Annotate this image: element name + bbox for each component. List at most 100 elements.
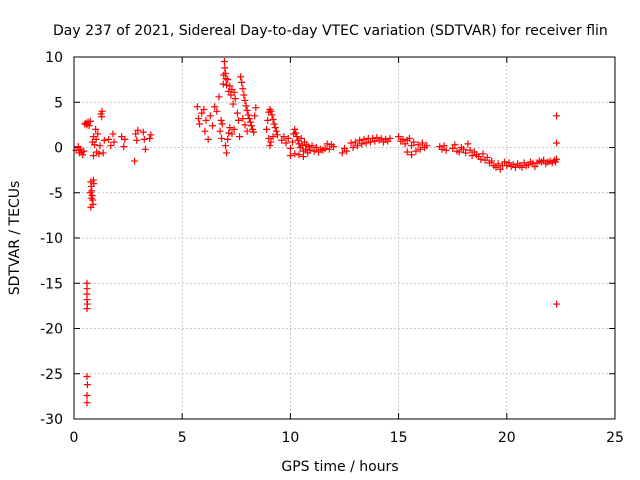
data-point (220, 58, 228, 66)
data-point (423, 142, 431, 150)
data-point (401, 140, 409, 148)
data-point (218, 134, 226, 142)
data-point (284, 134, 292, 142)
y-axis-label: SDTVAR / TECUs (7, 181, 23, 296)
data-point (91, 141, 99, 149)
data-point (95, 150, 103, 158)
data-point (229, 100, 237, 108)
data-point (86, 117, 94, 125)
data-point (246, 118, 254, 126)
data-point (223, 149, 231, 157)
data-point (83, 372, 91, 380)
data-point (496, 165, 504, 173)
y-tick-label: -15 (40, 276, 63, 292)
data-point (297, 134, 305, 142)
data-point (377, 134, 385, 142)
data-point (282, 139, 290, 147)
data-point (140, 135, 148, 143)
data-point (139, 128, 147, 136)
data-point (85, 122, 93, 130)
data-point (218, 120, 226, 128)
tick-labels: 0 5 10 15 20 25 10 5 0 -5 -10 -15 -20 -25 -30 (40, 50, 624, 446)
x-tick-label: 15 (390, 430, 408, 446)
data-point (265, 134, 273, 142)
data-point (269, 115, 277, 123)
data-point (293, 133, 301, 141)
data-point (266, 142, 274, 150)
data-point (240, 91, 248, 99)
data-point (356, 136, 364, 144)
data-point (366, 138, 374, 146)
data-point (294, 136, 302, 144)
data-point (194, 115, 202, 123)
data-point (263, 125, 271, 133)
data-point (134, 126, 142, 134)
data-point (217, 116, 225, 124)
data-point (440, 142, 448, 150)
data-point (492, 163, 500, 171)
data-point (242, 102, 250, 110)
x-axis-label: GPS time / hours (281, 459, 398, 475)
data-point (219, 80, 227, 88)
data-point (386, 134, 394, 142)
data-point (371, 137, 379, 145)
x-tick-label: 5 (178, 430, 187, 446)
data-point (273, 131, 281, 139)
data-point (358, 140, 366, 148)
plot-frame (73, 56, 616, 420)
data-point (233, 109, 241, 117)
data-point (198, 109, 206, 117)
data-point (451, 141, 459, 149)
data-point (466, 146, 474, 154)
data-point (216, 127, 224, 135)
data-point (215, 93, 223, 101)
data-point (418, 139, 426, 147)
y-tick-label: -25 (40, 367, 63, 383)
data-point (553, 300, 561, 308)
grid (74, 57, 615, 419)
data-point (89, 152, 97, 160)
data-point (267, 138, 275, 146)
x-tick-label: 25 (606, 430, 624, 446)
data-point (295, 151, 303, 159)
data-point (349, 144, 357, 151)
data-point (338, 149, 346, 157)
data-point (414, 141, 422, 149)
chart-title: Day 237 of 2021, Sidereal Day-to-day VTE… (53, 23, 608, 39)
data-point (298, 142, 306, 150)
data-point (92, 125, 100, 133)
data-point (225, 129, 233, 137)
data-point (83, 381, 91, 389)
data-point (412, 147, 420, 155)
data-point (310, 147, 318, 155)
data-point (99, 149, 107, 157)
data-point (399, 135, 407, 143)
data-point (141, 145, 149, 153)
data-point (360, 135, 368, 143)
data-point (208, 122, 216, 130)
data-point (267, 107, 275, 115)
data-point (518, 163, 526, 171)
data-point (228, 130, 236, 138)
data-point (96, 142, 104, 150)
data-point (131, 157, 139, 165)
data-point (237, 73, 245, 81)
y-tick-label: -20 (40, 322, 63, 338)
data-point (553, 155, 561, 163)
data-point (80, 147, 88, 155)
y-tick-label: -5 (49, 186, 63, 202)
data-point (238, 78, 246, 86)
data-point (270, 120, 278, 128)
data-point (280, 133, 288, 141)
data-point (347, 139, 355, 147)
x-tick-label: 20 (498, 430, 516, 446)
data-point (226, 124, 234, 132)
data-point (540, 156, 548, 164)
data-point (405, 134, 413, 142)
data-point (305, 143, 313, 151)
data-point (241, 121, 249, 129)
data-point (224, 76, 232, 84)
data-point (553, 139, 561, 147)
data-point (462, 149, 470, 157)
